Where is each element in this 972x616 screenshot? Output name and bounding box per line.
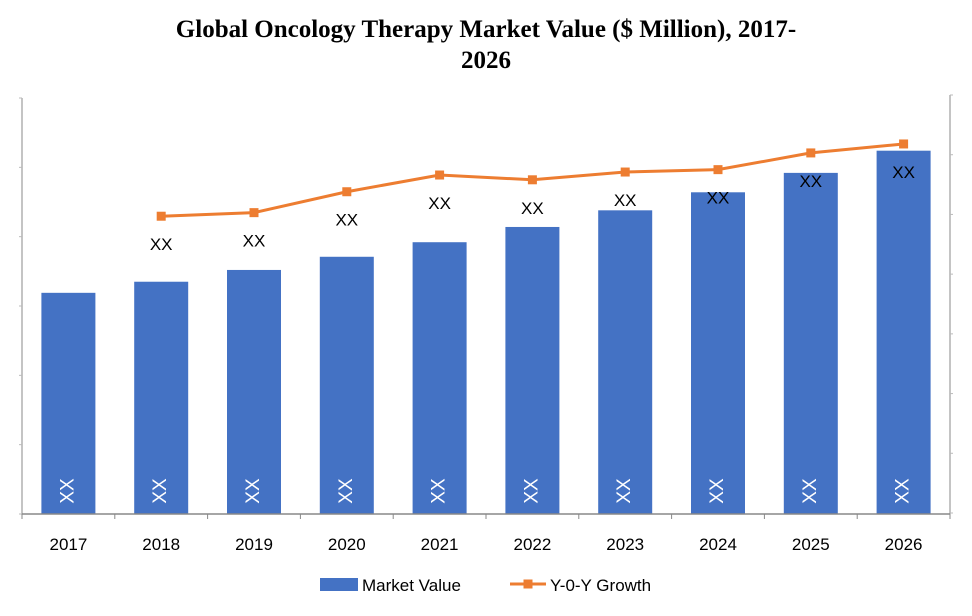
x-tick-label: 2018 bbox=[142, 535, 180, 554]
bar-data-label: XX bbox=[800, 478, 821, 504]
growth-data-label: XX bbox=[892, 163, 915, 182]
bar-data-label: XX bbox=[707, 478, 728, 504]
bar-2026 bbox=[876, 150, 931, 514]
bar-data-label: XX bbox=[521, 478, 542, 504]
growth-data-label: XX bbox=[521, 199, 544, 218]
legend-market-value-label: Market Value bbox=[362, 576, 461, 595]
x-tick-label: 2017 bbox=[49, 535, 87, 554]
bar-2024 bbox=[691, 192, 745, 514]
growth-data-label: XX bbox=[335, 211, 358, 230]
chart-title-line2: 2026 bbox=[461, 47, 511, 74]
growth-marker-2025 bbox=[806, 148, 816, 158]
legend-growth-label: Y-0-Y Growth bbox=[550, 576, 651, 595]
bar-data-label: XX bbox=[893, 478, 914, 504]
x-tick-label: 2023 bbox=[606, 535, 644, 554]
bar-data-label: XX bbox=[243, 478, 264, 504]
growth-marker-2021 bbox=[435, 170, 445, 180]
legend-market-value-swatch bbox=[320, 578, 358, 591]
chart-title-line1: Global Oncology Therapy Market Value ($ … bbox=[175, 16, 797, 43]
x-tick-label: 2019 bbox=[235, 535, 273, 554]
growth-marker-2026 bbox=[899, 139, 909, 149]
growth-data-label: XX bbox=[243, 232, 266, 251]
x-tick-label: 2026 bbox=[885, 535, 923, 554]
bar-2022 bbox=[505, 226, 560, 514]
x-tick-label: 2020 bbox=[328, 535, 366, 554]
x-tick-label: 2025 bbox=[792, 535, 830, 554]
growth-data-label: XX bbox=[707, 189, 730, 208]
chart-title: Global Oncology Therapy Market Value ($ … bbox=[0, 14, 972, 76]
x-tick-label: 2024 bbox=[699, 535, 737, 554]
growth-marker-2022 bbox=[527, 175, 537, 185]
bar-2017 bbox=[41, 292, 96, 514]
bar-2023 bbox=[598, 210, 653, 514]
bar-data-label: XX bbox=[57, 478, 78, 504]
growth-marker-2018 bbox=[156, 211, 166, 221]
bar-2020 bbox=[319, 256, 374, 514]
bar-data-label: XX bbox=[429, 478, 450, 504]
growth-marker-2019 bbox=[249, 208, 259, 218]
bar-2019 bbox=[227, 269, 281, 514]
bar-2025 bbox=[783, 172, 838, 514]
growth-marker-2020 bbox=[342, 187, 352, 197]
legend-growth-marker bbox=[523, 579, 533, 589]
growth-data-label: XX bbox=[428, 194, 451, 213]
growth-data-label: XX bbox=[799, 172, 822, 191]
bar-data-label: XX bbox=[614, 478, 635, 504]
x-tick-label: 2021 bbox=[421, 535, 459, 554]
bar-2018 bbox=[134, 281, 189, 514]
growth-marker-2024 bbox=[713, 165, 723, 175]
growth-data-label: XX bbox=[614, 191, 637, 210]
bar-data-label: XX bbox=[150, 478, 171, 504]
bar-data-label: XX bbox=[336, 478, 357, 504]
bar-2021 bbox=[412, 242, 467, 515]
x-tick-label: 2022 bbox=[513, 535, 551, 554]
growth-data-label: XX bbox=[150, 235, 173, 254]
growth-marker-2023 bbox=[620, 167, 630, 177]
